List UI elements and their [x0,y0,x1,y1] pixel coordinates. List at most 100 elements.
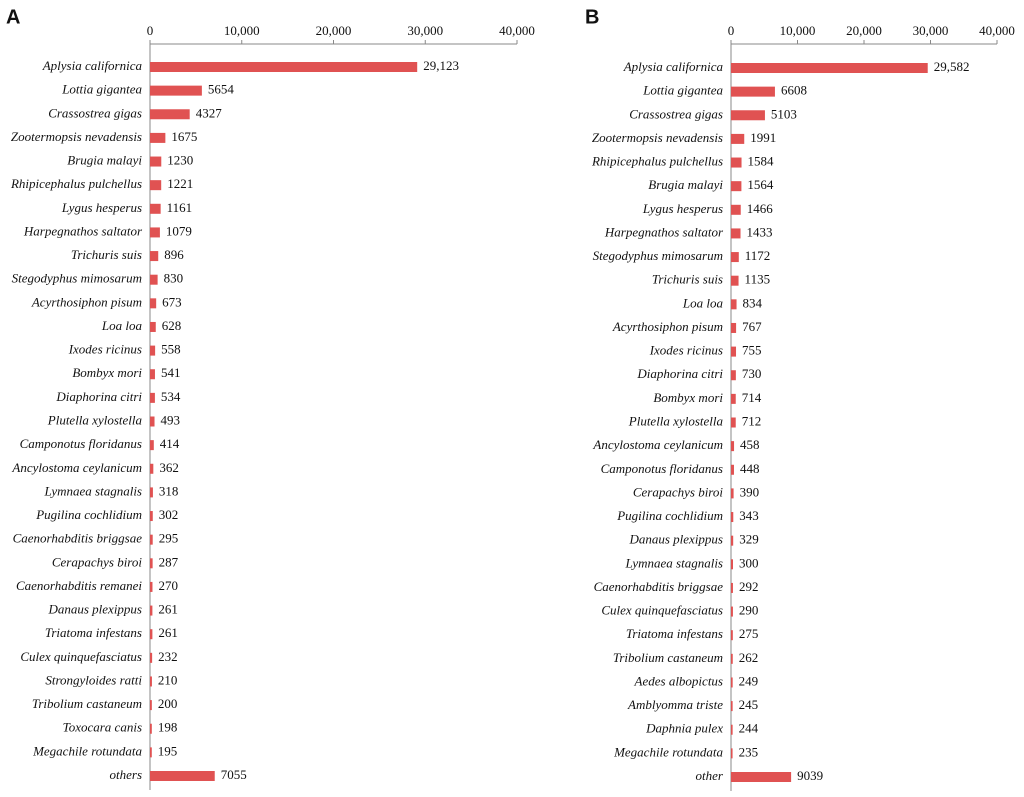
category-label: Megachile rotundata [613,744,723,759]
bar [150,274,158,285]
category-label: Brugia malayi [648,177,723,192]
value-label: 390 [740,484,760,499]
panel-label: B [585,6,599,28]
value-label: 712 [742,413,762,428]
value-label: 262 [739,650,759,665]
bar [150,109,190,120]
x-tick-label: 20,000 [316,23,352,38]
category-label: Crassostrea gigas [629,106,723,121]
bar [731,86,775,97]
bar [150,180,162,191]
category-label: Ancylostoma ceylanicum [592,437,723,452]
value-label: 458 [740,437,760,452]
value-label: 1172 [745,248,771,263]
bar [731,464,734,475]
category-label: Aplysia californica [623,59,724,74]
category-label: Acyrthosiphon pisum [31,294,142,309]
bar [150,747,152,758]
value-label: 245 [739,697,759,712]
value-label: 448 [740,461,760,476]
bar [150,487,153,498]
bar [731,701,733,712]
category-label: Crassostrea gigas [48,105,142,120]
value-label: 4327 [196,105,223,120]
value-label: 235 [739,744,759,759]
panel-label: A [6,6,20,28]
x-tick-label: 40,000 [499,23,535,38]
value-label: 270 [158,578,178,593]
bar [150,581,153,592]
bar [150,558,153,569]
category-label: Toxocara canis [63,720,142,735]
bar [731,275,739,286]
value-label: 1230 [167,153,193,168]
category-label: Zootermopsis nevadensis [592,130,723,145]
category-label: Culex quinquefasciatus [601,603,723,618]
category-label: Caenorhabditis remanei [16,578,142,593]
category-label: Stegodyphus mimosarum [12,271,142,286]
category-label: Trichuris suis [71,247,142,262]
value-label: 714 [742,390,762,405]
bar [150,227,160,238]
category-label: Culex quinquefasciatus [20,649,142,664]
value-label: 1221 [167,176,193,191]
value-label: 493 [161,412,181,427]
category-label: Loa loa [101,318,143,333]
x-tick-label: 0 [728,23,735,38]
x-tick-label: 10,000 [224,23,260,38]
bar [731,322,737,333]
value-label: 343 [739,508,759,523]
value-label: 830 [164,271,184,286]
bar [150,132,166,143]
bar [150,203,161,214]
value-label: 730 [742,366,762,381]
bar [731,748,733,759]
value-label: 195 [158,743,178,758]
bar [150,629,153,640]
x-tick-label: 10,000 [780,23,816,38]
bar [150,676,152,687]
value-label: 302 [159,507,179,522]
bar [731,606,733,617]
value-label: 558 [161,342,181,357]
bar [731,559,733,570]
category-label: Harpegnathos saltator [23,223,143,238]
value-label: 292 [739,579,759,594]
category-label: Strongyloides ratti [45,672,142,687]
value-label: 896 [164,247,184,262]
category-label: Diaphorina citri [55,389,142,404]
value-label: 6608 [781,83,807,98]
value-label: 318 [159,483,179,498]
bar [150,700,152,711]
x-tick-label: 20,000 [846,23,882,38]
bar [150,85,202,96]
x-tick-label: 40,000 [979,23,1015,38]
bar [731,772,792,782]
category-label: Cerapachys biroi [633,484,724,499]
value-label: 628 [162,318,182,333]
bar [150,62,418,72]
category-label: Pugilina cochlidium [616,508,723,523]
bar [731,228,741,239]
bar [150,440,154,451]
category-label: others [110,767,143,782]
value-label: 244 [739,721,759,736]
bar [150,416,155,427]
category-label: Lottia gigantea [61,82,142,97]
category-label: Aedes albopictus [634,673,723,688]
bar [731,157,742,168]
value-label: 29,123 [423,58,459,73]
bar [150,345,156,356]
value-label: 5654 [208,82,235,97]
category-label: Brugia malayi [67,153,142,168]
x-tick-label: 30,000 [407,23,443,38]
value-label: 1161 [167,200,193,215]
value-label: 329 [739,532,759,547]
category-label: Diaphorina citri [636,366,723,381]
category-label: other [696,768,724,783]
bar [731,441,735,452]
category-label: Lymnaea stagnalis [625,555,723,570]
category-label: Bombyx mori [653,390,723,405]
value-label: 414 [160,436,180,451]
category-label: Triatoma infestans [626,626,723,641]
